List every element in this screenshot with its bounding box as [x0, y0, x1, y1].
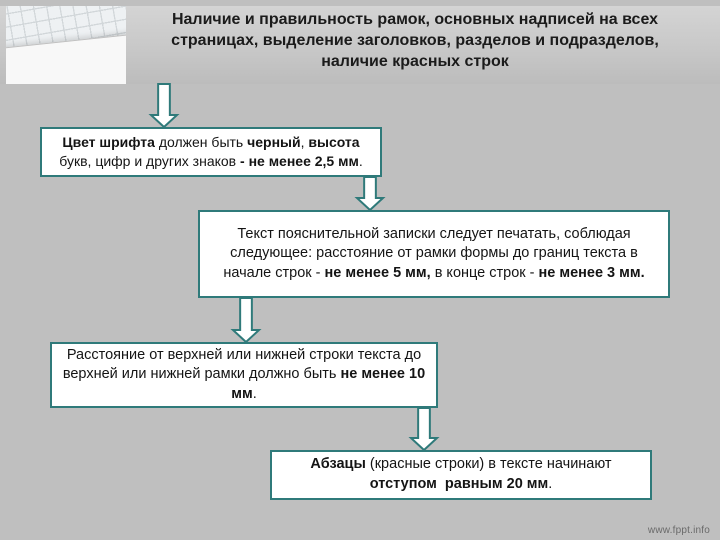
- info-box-indent: Абзацы (красные строки) в тексте начинаю…: [270, 450, 652, 500]
- info-box-margins-h-text: Текст пояснительной записки следует печа…: [200, 219, 668, 290]
- footer-credit: www.fppt.info: [648, 525, 710, 536]
- slide-title: Наличие и правильность рамок, основных н…: [140, 10, 690, 72]
- info-box-indent-text: Абзацы (красные строки) в тексте начинаю…: [272, 449, 650, 500]
- info-box-font-text: Цвет шрифта должен быть черный, высота б…: [42, 127, 380, 177]
- info-box-margins-v: Расстояние от верхней или нижней строки …: [50, 342, 438, 408]
- info-box-margins-h: Текст пояснительной записки следует печа…: [198, 210, 670, 298]
- info-box-margins-v-text: Расстояние от верхней или нижней строки …: [52, 340, 436, 411]
- header-thumbnail: [6, 6, 126, 84]
- info-box-font: Цвет шрифта должен быть черный, высота б…: [40, 127, 382, 177]
